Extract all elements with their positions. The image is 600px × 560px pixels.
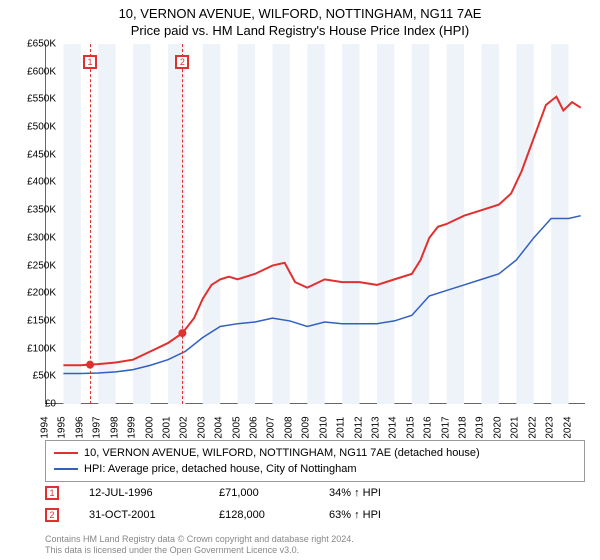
legend-swatch bbox=[54, 452, 78, 454]
title-block: 10, VERNON AVENUE, WILFORD, NOTTINGHAM, … bbox=[0, 0, 600, 38]
sale-pct: 34% ↑ HPI bbox=[329, 487, 439, 499]
x-axis-label: 2000 bbox=[144, 416, 155, 438]
x-axis-label: 2023 bbox=[545, 416, 556, 438]
x-axis-label: 2015 bbox=[405, 416, 416, 438]
sale-marker-1: 1 bbox=[83, 55, 97, 69]
sale-marker-box: 2 bbox=[45, 508, 59, 522]
y-axis-label: £100K bbox=[27, 343, 56, 354]
x-axis-label: 2021 bbox=[510, 416, 521, 438]
footnote-line1: Contains HM Land Registry data © Crown c… bbox=[45, 534, 354, 545]
y-axis-label: £150K bbox=[27, 315, 56, 326]
y-axis-label: £450K bbox=[27, 149, 56, 160]
y-axis-label: £200K bbox=[27, 288, 56, 299]
x-axis-label: 2017 bbox=[440, 416, 451, 438]
footnote: Contains HM Land Registry data © Crown c… bbox=[45, 534, 354, 556]
x-axis-label: 1996 bbox=[74, 416, 85, 438]
legend-row: 10, VERNON AVENUE, WILFORD, NOTTINGHAM, … bbox=[54, 445, 576, 461]
title-address: 10, VERNON AVENUE, WILFORD, NOTTINGHAM, … bbox=[0, 6, 600, 21]
x-axis-label: 2011 bbox=[336, 417, 347, 439]
sale-date: 12-JUL-1996 bbox=[89, 487, 219, 499]
x-axis-label: 2022 bbox=[527, 416, 538, 438]
chart-plot-area: 12 bbox=[45, 44, 585, 404]
legend-label: HPI: Average price, detached house, City… bbox=[84, 463, 357, 475]
footnote-line2: This data is licensed under the Open Gov… bbox=[45, 545, 354, 556]
x-axis-label: 2005 bbox=[231, 416, 242, 438]
y-axis-label: £650K bbox=[27, 39, 56, 50]
x-axis-label: 1998 bbox=[109, 416, 120, 438]
y-axis-label: £550K bbox=[27, 94, 56, 105]
sale-pct: 63% ↑ HPI bbox=[329, 509, 439, 521]
y-axis-label: £600K bbox=[27, 66, 56, 77]
x-axis-label: 2001 bbox=[161, 416, 172, 438]
legend: 10, VERNON AVENUE, WILFORD, NOTTINGHAM, … bbox=[45, 440, 585, 482]
x-axis-label: 1994 bbox=[40, 416, 51, 438]
x-axis-label: 2009 bbox=[301, 416, 312, 438]
y-axis-label: £0 bbox=[45, 399, 56, 410]
sale-price: £71,000 bbox=[219, 487, 329, 499]
chart-svg bbox=[46, 44, 586, 404]
legend-label: 10, VERNON AVENUE, WILFORD, NOTTINGHAM, … bbox=[84, 447, 480, 459]
x-axis-label: 2006 bbox=[249, 416, 260, 438]
chart-container: 10, VERNON AVENUE, WILFORD, NOTTINGHAM, … bbox=[0, 0, 600, 560]
x-axis-label: 2013 bbox=[370, 416, 381, 438]
x-axis-label: 2008 bbox=[283, 416, 294, 438]
y-axis-label: £250K bbox=[27, 260, 56, 271]
sale-row: 2 31-OCT-2001£128,00063% ↑ HPI bbox=[45, 508, 585, 522]
x-axis-label: 2004 bbox=[214, 416, 225, 438]
x-axis-label: 2016 bbox=[423, 416, 434, 438]
y-axis-label: £350K bbox=[27, 205, 56, 216]
sale-marker-2: 2 bbox=[175, 55, 189, 69]
x-axis-label: 2003 bbox=[196, 416, 207, 438]
x-axis-label: 1997 bbox=[92, 416, 103, 438]
x-axis-label: 2020 bbox=[492, 416, 503, 438]
x-axis-label: 1995 bbox=[57, 416, 68, 438]
x-axis-label: 2002 bbox=[179, 416, 190, 438]
legend-row: HPI: Average price, detached house, City… bbox=[54, 461, 576, 477]
sale-date: 31-OCT-2001 bbox=[89, 509, 219, 521]
title-subtitle: Price paid vs. HM Land Registry's House … bbox=[0, 23, 600, 38]
sale-row: 1 12-JUL-1996£71,00034% ↑ HPI bbox=[45, 486, 585, 500]
y-axis-label: £500K bbox=[27, 122, 56, 133]
legend-swatch bbox=[54, 468, 78, 470]
x-axis-label: 1999 bbox=[127, 416, 138, 438]
x-axis-label: 2024 bbox=[562, 416, 573, 438]
x-axis-label: 2018 bbox=[458, 416, 469, 438]
y-axis-label: £400K bbox=[27, 177, 56, 188]
sale-marker-box: 1 bbox=[45, 486, 59, 500]
sale-price: £128,000 bbox=[219, 509, 329, 521]
y-axis-label: £300K bbox=[27, 232, 56, 243]
x-axis-label: 2014 bbox=[388, 416, 399, 438]
x-axis-label: 2010 bbox=[318, 416, 329, 438]
x-axis-label: 2012 bbox=[353, 416, 364, 438]
x-axis-label: 2007 bbox=[266, 416, 277, 438]
x-axis-label: 2019 bbox=[475, 416, 486, 438]
y-axis-label: £50K bbox=[33, 371, 56, 382]
